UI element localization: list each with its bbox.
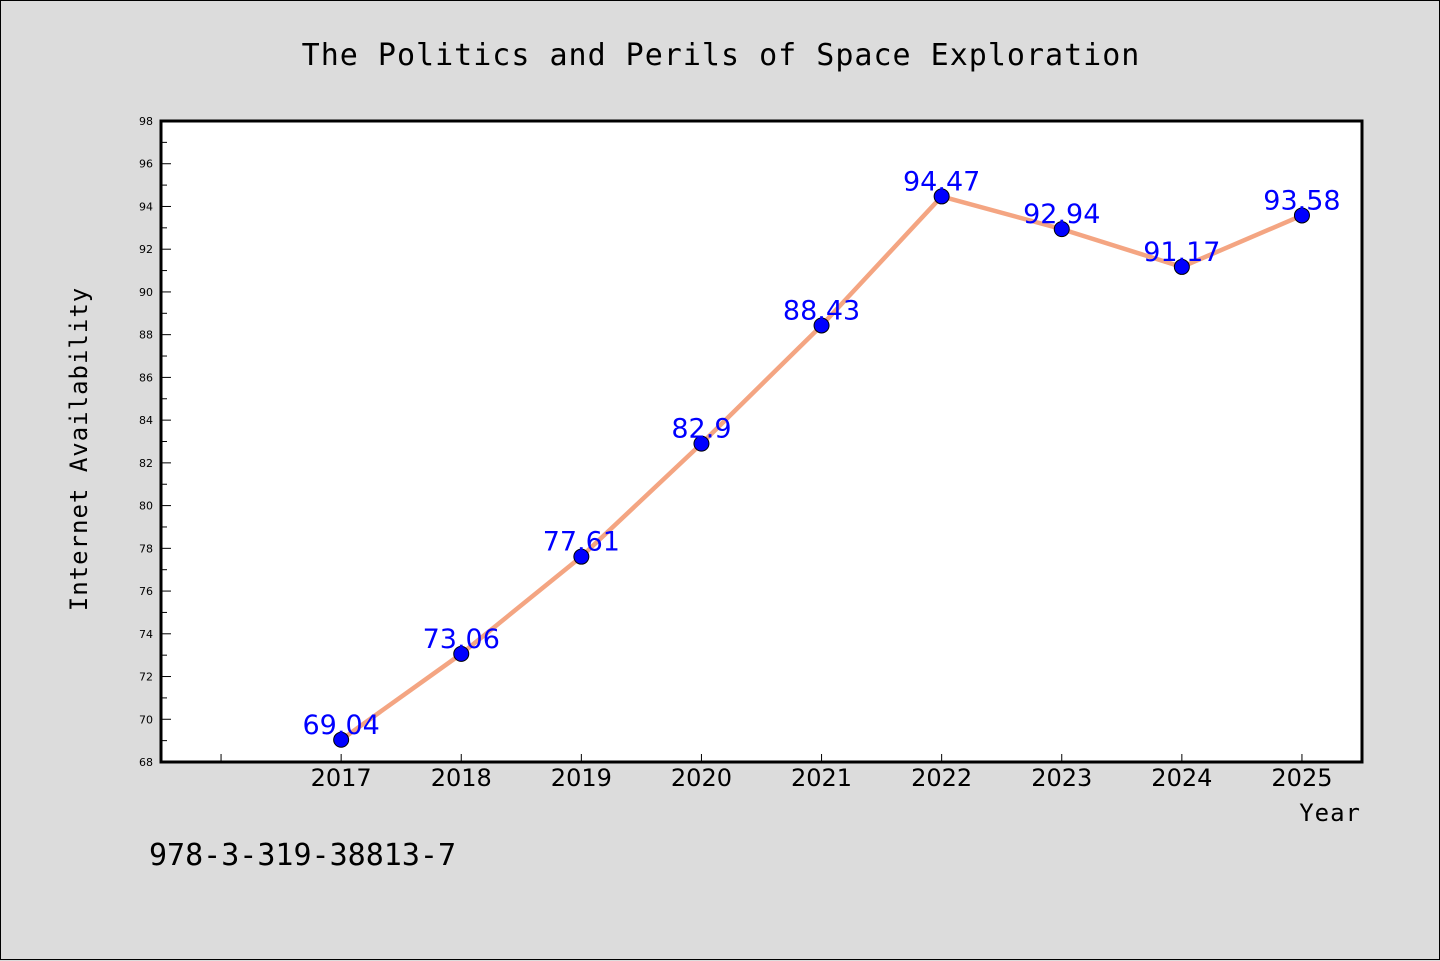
y-tick-label: 72 (139, 671, 153, 684)
isbn-text: 978-3-319-38813-7 (149, 838, 456, 873)
y-tick-label: 94 (139, 200, 153, 213)
y-tick-label: 92 (139, 243, 153, 256)
data-label: 91.17 (1143, 237, 1220, 268)
x-tick-label: 2023 (1031, 764, 1092, 792)
y-tick-label: 88 (139, 329, 153, 342)
data-label: 93.58 (1263, 185, 1340, 216)
data-label: 92.94 (1023, 199, 1100, 230)
data-labels: 69.04 73.06 77.61 82.9 88.43 94.47 92.94 91.17 9… (303, 166, 1341, 740)
y-tick-label: 74 (139, 628, 153, 641)
data-point (813, 317, 830, 334)
x-tick-label: 2024 (1151, 764, 1212, 792)
y-tick-label: 98 (139, 115, 153, 128)
data-label: 88.43 (783, 295, 860, 326)
chart-title: The Politics and Perils of Space Explora… (302, 38, 1141, 73)
y-tick-label: 82 (139, 457, 153, 470)
y-tick-label: 86 (139, 371, 153, 384)
x-tick-label: 2018 (431, 764, 492, 792)
x-tick-label: 2025 (1271, 764, 1332, 792)
y-axis: 68 70 72 74 76 78 80 82 84 86 88 90 92 94 96 98 (139, 115, 171, 769)
data-point (693, 435, 710, 452)
x-tick-label: 2019 (551, 764, 612, 792)
y-axis-label: Internet Availability (65, 287, 93, 611)
y-tick-label: 76 (139, 585, 153, 598)
data-point (1053, 221, 1070, 238)
data-label: 82.9 (671, 414, 731, 445)
x-tick-label: 2017 (311, 764, 372, 792)
data-point (933, 188, 950, 205)
x-axis-label: Year (1299, 799, 1361, 827)
data-point (573, 548, 590, 565)
x-axis: 2017 2018 2019 2020 2021 2022 2023 2024 2025 (220, 754, 1332, 792)
y-tick-label: 96 (139, 158, 153, 171)
y-tick-label: 90 (139, 286, 153, 299)
data-point (1293, 207, 1310, 224)
x-tick-label: 2022 (911, 764, 972, 792)
data-point (453, 645, 470, 662)
y-tick-label: 70 (139, 713, 153, 726)
y-tick-label: 80 (139, 500, 153, 513)
y-tick-label: 68 (139, 756, 153, 769)
data-point (333, 731, 350, 748)
y-tick-label: 84 (139, 414, 153, 427)
data-label: 73.06 (423, 624, 500, 655)
series-layer (333, 188, 1310, 748)
x-tick-label: 2021 (791, 764, 852, 792)
x-tick-label: 2020 (671, 764, 732, 792)
data-label: 94.47 (903, 166, 980, 197)
data-label: 69.04 (303, 710, 380, 741)
data-label: 77.61 (543, 527, 620, 558)
y-tick-label: 78 (139, 542, 153, 555)
plot-area (159, 119, 1364, 764)
data-point (1173, 258, 1190, 275)
